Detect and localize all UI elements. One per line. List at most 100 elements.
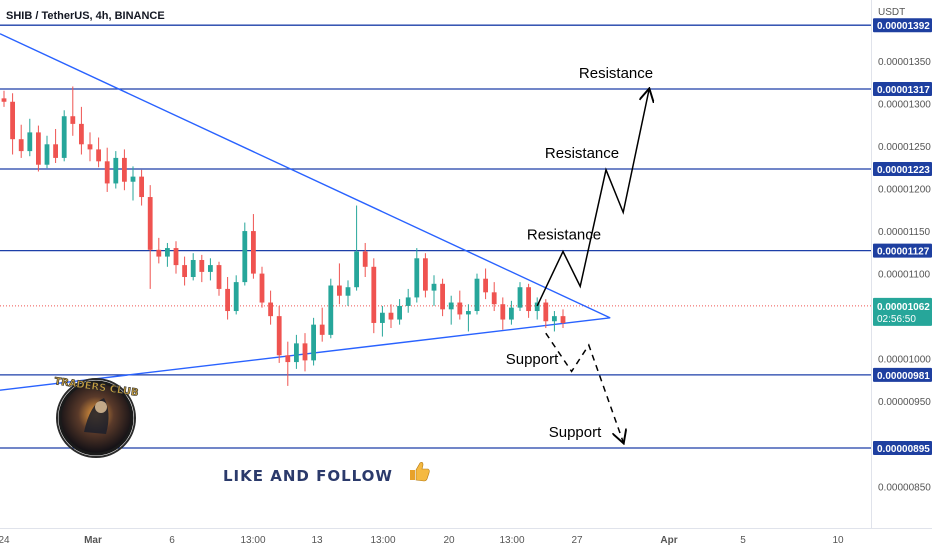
x-tick-label: 13:00 (240, 535, 265, 546)
candle (457, 290, 463, 320)
candle-body (509, 307, 514, 320)
chart-title: SHIB / TetherUS, 4h, BINANCE (6, 10, 165, 22)
candle (104, 147, 110, 192)
candle (182, 256, 187, 286)
candle (405, 288, 411, 313)
candle-body (104, 161, 110, 184)
level-price-text: 0.00000895 (877, 444, 930, 455)
candle-body (534, 302, 540, 312)
candle-body (130, 176, 136, 182)
candle (285, 341, 291, 386)
candle-body (448, 302, 454, 310)
candle (70, 86, 76, 136)
candle (534, 297, 540, 320)
candle-body (474, 278, 480, 312)
currency-label: USDT (878, 7, 905, 18)
candle (36, 125, 41, 172)
candle (44, 135, 50, 169)
candle (216, 261, 222, 296)
candle-body (483, 278, 488, 293)
candle (345, 280, 351, 306)
candle-body (457, 302, 463, 315)
candle-body (44, 144, 50, 165)
candle (1, 90, 7, 107)
x-tick-label: 6 (169, 535, 175, 546)
x-tick-label: 13 (311, 535, 323, 546)
candle-body (10, 101, 15, 140)
candle (362, 242, 368, 278)
candle (27, 118, 33, 157)
level-price-text: 0.00001317 (877, 85, 930, 96)
candle (225, 277, 230, 320)
candle-body (36, 132, 41, 165)
candle-body (431, 283, 437, 291)
candle (328, 278, 334, 339)
candle (165, 242, 170, 267)
candle-body (491, 292, 497, 305)
candle-body (414, 258, 420, 298)
bar-countdown-text: 02:56:50 (877, 314, 916, 325)
x-tick-label: 20 (443, 535, 455, 546)
candle-body (79, 123, 84, 145)
candle (423, 253, 428, 298)
candle-body (18, 139, 24, 152)
level-price-text: 0.00000981 (877, 371, 930, 382)
candle (474, 273, 480, 315)
candle-body (233, 282, 239, 312)
level-price-text: 0.00001223 (877, 165, 930, 176)
level-price-badge: 0.00001127 (873, 243, 932, 258)
level-price-text: 0.00001392 (877, 21, 930, 32)
candle (268, 290, 273, 325)
candle-body (311, 324, 316, 361)
candle (509, 300, 514, 325)
x-tick-label: 13:00 (370, 535, 395, 546)
candle (311, 317, 316, 366)
y-tick-label: 0.00000950 (878, 397, 931, 408)
candle-body (543, 302, 549, 322)
candle (371, 258, 377, 334)
candle (190, 253, 196, 281)
candle-body (156, 249, 162, 257)
candle-body (199, 259, 205, 272)
candle (491, 282, 497, 312)
candle-body (337, 285, 342, 296)
candle-body (517, 287, 523, 308)
candle-body (173, 248, 179, 266)
x-tick-label: Mar (84, 535, 102, 546)
candle-body (113, 157, 119, 184)
candle-body (87, 144, 93, 150)
level-price-text: 0.00001127 (877, 247, 930, 258)
candle (319, 307, 325, 342)
candle (380, 305, 385, 337)
candle (87, 132, 93, 162)
x-tick-label: 13:00 (499, 535, 524, 546)
candle-body (371, 266, 377, 323)
candle-body (466, 311, 471, 315)
candle (414, 248, 420, 303)
level-price-badge: 0.00000895 (873, 441, 932, 455)
support-label: Support (506, 351, 559, 368)
candle (10, 93, 15, 155)
candle-body (500, 304, 506, 320)
candle-body (440, 283, 445, 310)
trend-line (0, 33, 611, 319)
candle (526, 283, 531, 318)
candle (61, 110, 67, 162)
candle (208, 258, 213, 281)
candle (96, 137, 101, 168)
support-label: Support (549, 424, 602, 441)
candle (500, 297, 506, 330)
candle-body (190, 259, 196, 278)
x-tick-label: 24 (0, 535, 10, 546)
candle-body (70, 116, 76, 124)
candle (242, 222, 248, 286)
current-price-text: 0.00001062 (877, 302, 930, 313)
x-tick-label: 10 (832, 535, 844, 546)
candle (122, 149, 127, 191)
candle (466, 304, 471, 332)
level-price-badge: 0.00000981 (873, 367, 932, 382)
candle (173, 241, 179, 274)
candle (233, 275, 239, 315)
